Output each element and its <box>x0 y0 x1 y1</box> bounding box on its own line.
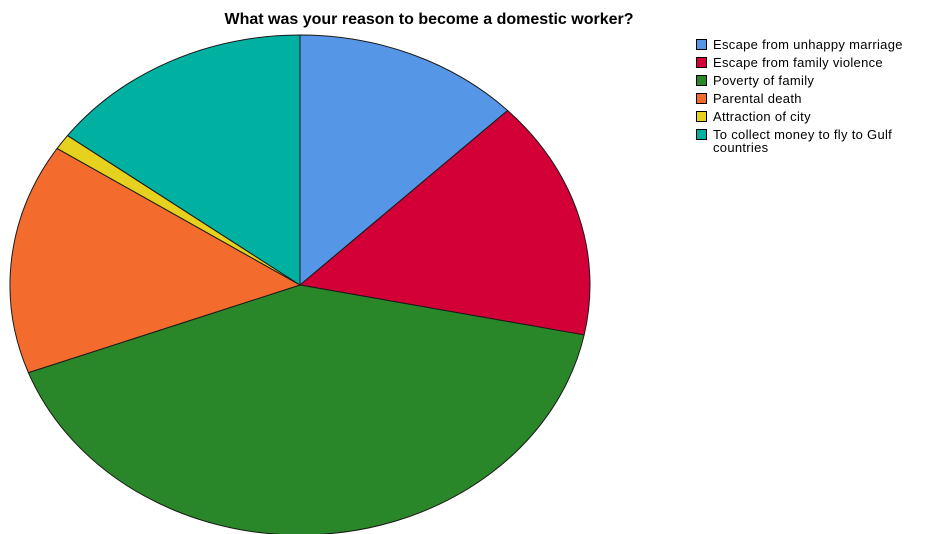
legend-swatch <box>696 75 707 86</box>
legend-swatch <box>696 129 707 140</box>
legend-swatch <box>696 39 707 50</box>
pie-slice-escape-from-family-violence <box>299 109 591 336</box>
legend-swatch <box>696 93 707 104</box>
legend-entry: Attraction of city <box>696 110 941 128</box>
pie-slice-escape-from-unhappy-marriage <box>299 34 509 286</box>
legend-label: Parental death <box>713 91 802 106</box>
pie-slice-to-collect-money-to-fly-to-gulf-countries <box>67 34 301 286</box>
legend: Escape from unhappy marriage Escape from … <box>696 38 941 154</box>
legend-swatch <box>696 57 707 68</box>
legend-label: Attraction of city <box>713 109 811 124</box>
legend-entry: Escape from unhappy marriage <box>696 38 941 56</box>
legend-entry: Escape from family violence <box>696 56 941 74</box>
pie-slice-parental-death <box>9 147 301 374</box>
chart-title: What was your reason to become a domesti… <box>224 11 634 28</box>
legend-entry: Poverty of family <box>696 74 941 92</box>
legend-label: To collect money to fly to Gulf countrie… <box>713 127 893 155</box>
pie-slice-poverty-of-family <box>27 284 585 534</box>
legend-entry: To collect money to fly to Gulf countrie… <box>696 128 941 154</box>
legend-swatch <box>696 111 707 122</box>
legend-label: Escape from family violence <box>713 55 883 70</box>
legend-label: Escape from unhappy marriage <box>713 37 903 52</box>
legend-entry: Parental death <box>696 92 941 110</box>
legend-label: Poverty of family <box>713 73 815 88</box>
